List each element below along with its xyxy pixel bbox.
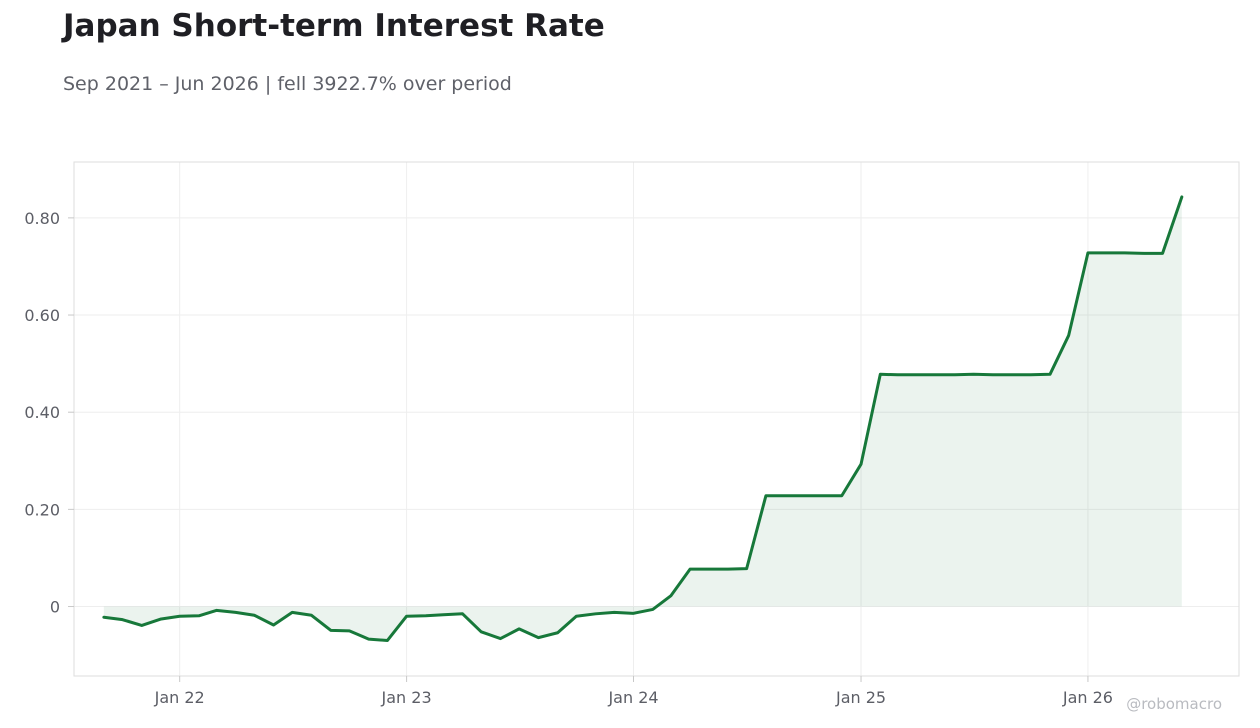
data-point xyxy=(934,373,938,377)
data-point xyxy=(214,608,218,612)
area-fill xyxy=(103,196,1182,641)
data-point xyxy=(1142,251,1146,255)
data-point xyxy=(764,494,768,498)
y-tick-label: 0.80 xyxy=(24,209,60,228)
data-point xyxy=(726,567,730,571)
y-tick-label: 0.60 xyxy=(24,306,60,325)
data-point xyxy=(347,629,351,633)
y-tick-label: 0 xyxy=(50,598,60,617)
data-point xyxy=(1029,373,1033,377)
data-point xyxy=(498,637,502,641)
data-point xyxy=(461,612,465,616)
data-point xyxy=(612,610,616,614)
data-point xyxy=(556,631,560,635)
data-point xyxy=(252,613,256,617)
data-point xyxy=(178,614,182,618)
chart-subtitle: Sep 2021 – Jun 2026 | fell 3922.7% over … xyxy=(63,73,512,95)
plot-frame xyxy=(73,161,1240,677)
x-tick-label: Jan 24 xyxy=(607,688,658,707)
data-point xyxy=(1123,251,1127,255)
data-point xyxy=(707,567,711,571)
series-line xyxy=(102,195,1184,643)
data-point xyxy=(102,615,106,619)
data-point xyxy=(972,372,976,376)
data-point xyxy=(991,373,995,377)
data-point xyxy=(1086,251,1090,255)
data-point xyxy=(688,567,692,571)
data-point xyxy=(385,639,389,643)
y-axis: 0 0.20 0.40 0.60 0.80 xyxy=(24,209,74,617)
data-point xyxy=(1105,251,1109,255)
data-point xyxy=(1180,195,1184,199)
data-point xyxy=(651,607,655,611)
data-point xyxy=(309,613,313,617)
y-tick-label: 0.40 xyxy=(24,403,60,422)
data-point xyxy=(821,494,825,498)
data-point xyxy=(574,614,578,618)
y-tick-label: 0.20 xyxy=(24,500,60,519)
data-point xyxy=(859,462,863,466)
data-point xyxy=(479,630,483,634)
data-point xyxy=(669,594,673,598)
data-point xyxy=(1067,333,1071,337)
data-point xyxy=(424,614,428,618)
data-point xyxy=(915,373,919,377)
data-point xyxy=(536,636,540,640)
x-tick-label: Jan 26 xyxy=(1062,688,1113,707)
data-point xyxy=(953,373,957,377)
data-point xyxy=(197,614,201,618)
data-point xyxy=(329,628,333,632)
data-point xyxy=(840,494,844,498)
data-point xyxy=(272,623,276,627)
data-point xyxy=(517,627,521,631)
data-point xyxy=(1048,372,1052,376)
data-point xyxy=(405,614,409,618)
data-point xyxy=(290,610,294,614)
data-point xyxy=(120,618,124,622)
data-point xyxy=(1161,251,1165,255)
data-point xyxy=(594,612,598,616)
data-point xyxy=(878,372,882,376)
x-tick-label: Jan 25 xyxy=(835,688,886,707)
x-tick-label: Jan 22 xyxy=(154,688,205,707)
x-tick-label: Jan 23 xyxy=(381,688,432,707)
data-point xyxy=(441,613,445,617)
data-point xyxy=(234,610,238,614)
data-point xyxy=(745,567,749,571)
data-point xyxy=(632,611,636,615)
data-point xyxy=(158,617,162,621)
data-point xyxy=(367,637,371,641)
data-point xyxy=(896,373,900,377)
chart-title: Japan Short-term Interest Rate xyxy=(63,8,605,44)
data-point xyxy=(783,494,787,498)
data-point xyxy=(140,623,144,627)
x-axis: Jan 22 Jan 23 Jan 24 Jan 25 Jan 26 xyxy=(154,676,1113,707)
watermark: @robomacro xyxy=(1126,695,1222,713)
data-point xyxy=(802,494,806,498)
data-point xyxy=(1010,373,1014,377)
